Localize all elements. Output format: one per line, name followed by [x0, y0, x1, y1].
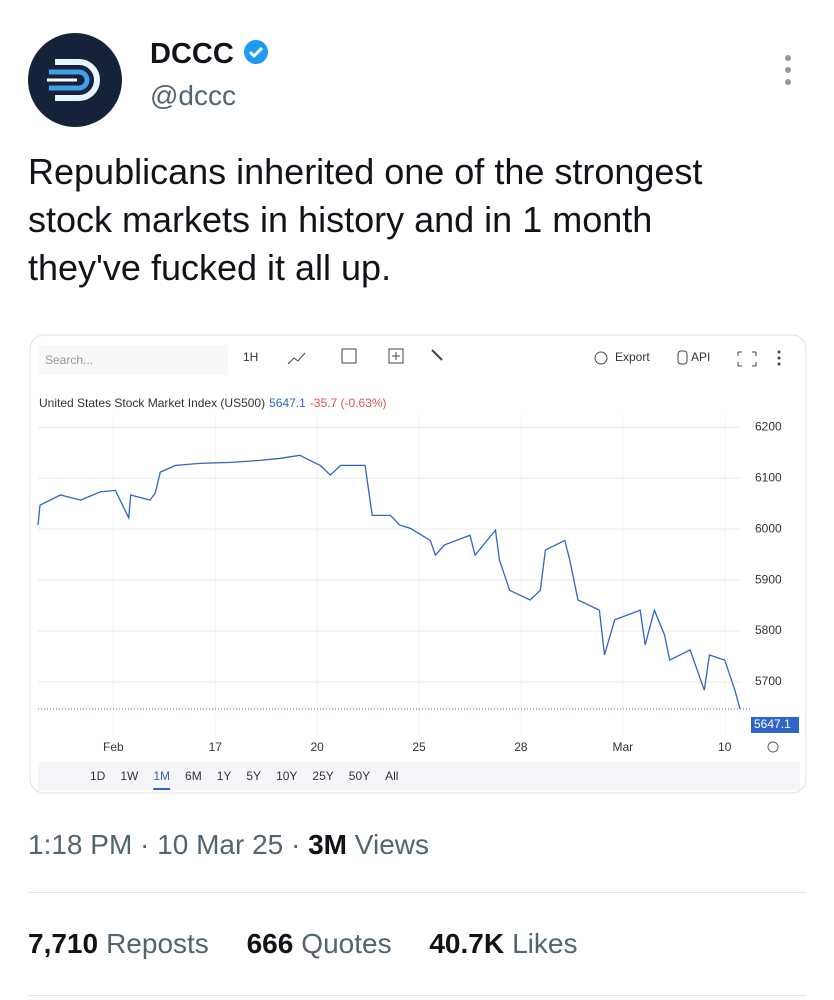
time-text: 1:18 PM · 10 Mar 25 · — [28, 829, 309, 860]
range-button[interactable]: 5Y — [246, 769, 261, 783]
range-bar — [38, 762, 800, 790]
x-tick-label: 20 — [310, 740, 324, 754]
add-icon[interactable] — [388, 348, 404, 364]
range-button[interactable]: 10Y — [276, 769, 297, 783]
search-box[interactable] — [38, 345, 228, 375]
name-text: DCCC — [150, 38, 234, 70]
export-button[interactable]: Export — [615, 350, 650, 364]
verified-badge — [243, 40, 268, 64]
range-button[interactable]: 25Y — [312, 769, 333, 783]
range-button[interactable]: 1W — [120, 769, 139, 783]
views-count: 3M — [308, 829, 348, 860]
price-change: -35.7 (-0.63%) — [310, 396, 387, 410]
menu-dot — [777, 362, 781, 366]
last-price: 5647.1 — [269, 396, 306, 410]
range-button[interactable]: 50Y — [349, 769, 370, 783]
x-tick-label: 25 — [412, 740, 426, 754]
chart-title: United States Stock Market Index (US500) — [39, 396, 265, 410]
chart: Search... 1H Export API United States St… — [29, 334, 807, 794]
range-button[interactable]: 1D — [90, 769, 106, 783]
avatar[interactable] — [27, 32, 123, 128]
menu-dot — [777, 356, 781, 360]
y-tick-label: 6100 — [755, 470, 782, 484]
stat-count: 40.7K — [429, 928, 505, 959]
search-placeholder: Search... — [45, 353, 93, 367]
settings-icon[interactable] — [767, 741, 779, 753]
stat-count: 7,710 — [28, 928, 99, 959]
author-name[interactable]: DCCC — [150, 38, 270, 71]
add-icon-plus — [392, 352, 400, 360]
x-tick-label: 28 — [514, 740, 528, 754]
stat-label: Likes — [512, 928, 578, 959]
y-tick-label: 6200 — [755, 419, 782, 433]
tweet-line: Republicans inherited one of the stronge… — [28, 151, 703, 192]
range-button[interactable]: 1M — [153, 769, 170, 783]
tweet-line: they've fucked it all up. — [28, 247, 392, 288]
y-tick-label: 5700 — [755, 674, 782, 688]
timestamp: 1:18 PM · 10 Mar 25 · 3M Views — [28, 829, 429, 861]
draw-icon[interactable] — [431, 349, 443, 361]
interval-button[interactable]: 1H — [243, 350, 258, 364]
stat[interactable]: 666 Quotes — [247, 928, 392, 959]
engagement-stats: 7,710 Reposts 666 Quotes 40.7K Likes — [28, 928, 607, 960]
x-tick-label: Feb — [103, 740, 124, 754]
y-tick-label: 6000 — [755, 521, 782, 535]
y-tick-label: 5900 — [755, 572, 782, 586]
chart-card[interactable] — [29, 334, 807, 794]
export-icon — [594, 351, 608, 365]
range-button[interactable]: 6M — [185, 769, 202, 783]
x-tick-label: 17 — [209, 740, 223, 754]
range-button[interactable]: All — [385, 769, 398, 783]
menu-dot[interactable] — [777, 350, 781, 354]
tweet-line: stock markets in history and in 1 month — [28, 199, 653, 240]
price-tag-label: 5647.1 — [754, 717, 791, 731]
stat[interactable]: 40.7K Likes — [429, 928, 577, 959]
stat-label: Quotes — [301, 928, 392, 959]
api-icon — [677, 350, 688, 365]
calendar-icon[interactable] — [341, 348, 357, 364]
separator — [28, 892, 806, 893]
more-menu[interactable] — [780, 52, 796, 88]
stat[interactable]: 7,710 Reposts — [28, 928, 209, 959]
x-tick-label: Mar — [612, 740, 633, 754]
stat-label: Reposts — [106, 928, 209, 959]
tweet-text: Republicans inherited one of the stronge… — [28, 148, 702, 292]
separator — [28, 995, 806, 996]
y-tick-label: 5800 — [755, 623, 782, 637]
x-tick-label: 10 — [718, 740, 732, 754]
author-handle[interactable]: @dccc — [150, 80, 236, 111]
range-button[interactable]: 1Y — [217, 769, 232, 783]
api-button[interactable]: API — [691, 350, 710, 364]
price-line — [37, 454, 741, 710]
chart-type-icon[interactable] — [287, 352, 306, 365]
stat-count: 666 — [246, 928, 294, 959]
price-tag — [751, 716, 799, 733]
views-label: Views — [354, 829, 429, 860]
fullscreen-icon[interactable] — [737, 351, 757, 367]
